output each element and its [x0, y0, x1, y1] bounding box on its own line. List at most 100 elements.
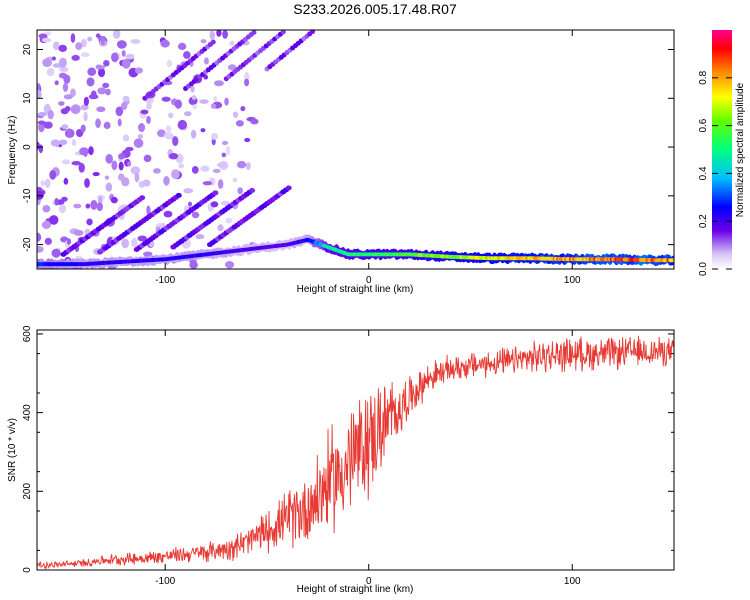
snr-ytick-label: 600: [22, 325, 33, 342]
spectrogram-blob: [83, 96, 89, 106]
colorbar: 0.0 0.2 0.4 0.6 0.8 Normalized spectral ampl…: [698, 30, 746, 276]
spectrogram-blob: [90, 199, 98, 210]
spectrogram-blob: [244, 78, 250, 87]
spectrogram-blob: [54, 198, 59, 206]
spectrogram-blob: [213, 80, 224, 87]
spectrogram-blob: [225, 261, 235, 269]
spectrogram-blob: [191, 95, 197, 100]
spectrogram-blob: [37, 89, 42, 99]
spectrogram-blob: [143, 251, 153, 257]
spectrogram-marks: [37, 30, 674, 269]
spectrogram-blob: [237, 187, 244, 195]
spectrogram-blob: [216, 162, 227, 168]
spectrogram-blob: [153, 168, 161, 174]
spectrogram-blob: [62, 82, 69, 93]
snr-frame: [36, 329, 675, 571]
spectrogram-blob: [92, 172, 100, 177]
spectrogram-blob: [49, 215, 59, 225]
spectrogram-blob: [134, 172, 140, 183]
spectrogram-blob: [121, 58, 131, 69]
spectrogram-blob: [130, 39, 141, 44]
spectrogram-blob: [115, 106, 124, 117]
spectrogram-blob: [61, 124, 69, 130]
spectrogram-blob: [121, 177, 130, 187]
spectrogram-blob: [83, 111, 88, 122]
spectrogram-blob: [116, 40, 127, 49]
spectrogram-blob: [117, 118, 122, 127]
spectrogram-blob: [100, 35, 105, 46]
colorbar-tick-label: 0.2: [698, 214, 709, 228]
spectrogram-blob: [190, 85, 195, 93]
spectrogram-blob: [51, 248, 61, 258]
spectrogram-ytick-label: -10: [22, 188, 33, 203]
spectrogram-blob: [133, 138, 144, 148]
spectrogram-blob: [42, 58, 53, 68]
spectrogram-blob: [73, 229, 84, 236]
spectrogram-blob: [96, 106, 106, 113]
spectrogram-blob: [79, 147, 89, 156]
spectrogram-blob: [111, 160, 118, 171]
spectrogram-blob: [200, 39, 207, 44]
spectrogram-blob: [225, 217, 233, 224]
spectrogram-blob: [58, 44, 67, 52]
colorbar-tick-label: 0.0: [698, 262, 709, 276]
spectrogram-blob: [127, 161, 132, 167]
spectrogram-blob: [66, 238, 72, 245]
spectrogram-blob: [209, 30, 216, 40]
spectrogram-blob: [183, 188, 194, 194]
spectrogram-blob: [202, 181, 213, 186]
colorbar-tick-label: 0.6: [698, 118, 709, 132]
spectrogram-ylabel: Frequency (Hz): [7, 116, 18, 185]
spectrogram-blob: [183, 51, 191, 59]
spectrogram-blob: [160, 39, 170, 48]
spectrogram-blob: [41, 37, 52, 43]
snr-xtick-label: 100: [564, 576, 581, 587]
snr-xlabel: Height of straight line (km): [297, 584, 414, 595]
spectrogram-blob: [137, 235, 148, 242]
spectrogram-blob: [41, 220, 52, 229]
spectrogram-blob: [63, 94, 73, 100]
spectrogram-blob: [168, 112, 174, 119]
spectrogram-blob: [80, 52, 90, 58]
spectrogram-blob: [210, 201, 219, 208]
spectrogram-blob: [221, 140, 229, 146]
snr-xtick-label: -100: [155, 576, 175, 587]
spectrogram-blob: [37, 83, 41, 92]
spectrogram-blob: [143, 154, 152, 163]
spectrogram-blob: [131, 237, 138, 248]
spectrogram-streak: [212, 190, 219, 196]
spectrogram-blob: [97, 67, 106, 78]
spectrogram-blob: [66, 128, 72, 138]
spectrogram-blob: [118, 153, 126, 160]
spectrogram-blob: [71, 160, 82, 166]
colorbar-ticks: 0.0 0.2 0.4 0.6 0.8: [698, 70, 732, 276]
spectrogram-blob: [38, 33, 48, 39]
snr-axes: -100 0 100 0 200 400 600: [22, 325, 674, 587]
spectrogram-blob: [95, 33, 101, 38]
spectrogram-blob: [86, 77, 95, 87]
spectrogram-blob: [146, 115, 151, 125]
spectrogram-blob: [47, 109, 54, 120]
spectrogram-streak: [285, 185, 292, 191]
spectrogram-blob: [110, 196, 118, 204]
spectrogram-xtick-label: 0: [366, 275, 372, 286]
spectrogram-blob: [80, 124, 86, 133]
spectrogram-blob: [95, 118, 101, 129]
spectrogram-blob: [105, 182, 113, 192]
spectrogram-blob: [87, 36, 93, 42]
snr-marks: [37, 335, 674, 570]
spectrogram-blob: [78, 162, 85, 173]
spectrogram-blob: [125, 53, 135, 60]
spectrogram-blob: [38, 122, 45, 133]
spectrogram-blob: [174, 99, 182, 109]
spectrogram-blob: [161, 96, 171, 102]
spectrogram-blob: [138, 123, 146, 133]
spectrogram-blob: [216, 30, 222, 37]
spectrogram-blob: [227, 64, 237, 71]
spectrogram-blob: [200, 128, 206, 133]
spectrogram-blob: [58, 57, 67, 68]
spectrogram-blob: [121, 50, 126, 57]
spectrogram-blob: [191, 165, 199, 174]
